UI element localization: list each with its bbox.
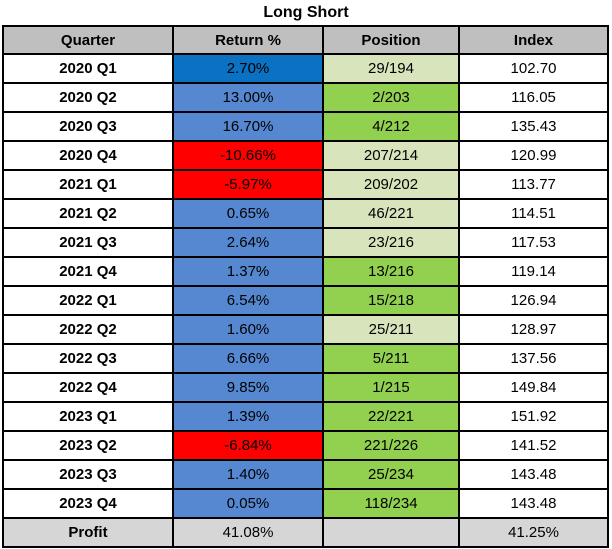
index-cell[interactable]: 119.14 (458, 256, 609, 287)
return-cell[interactable]: 1.39% (172, 401, 324, 432)
table-row: 2023 Q1 1.39% 22/221 151.92 (2, 401, 609, 432)
quarter-cell[interactable]: 2023 Q3 (2, 459, 174, 490)
table-row: 2021 Q3 2.64% 23/216 117.53 (2, 227, 609, 258)
table-row: 2022 Q3 6.66% 5/211 137.56 (2, 343, 609, 374)
return-cell[interactable]: 2.70% (172, 53, 324, 84)
position-cell[interactable]: 25/234 (322, 459, 460, 490)
quarter-cell[interactable]: 2021 Q2 (2, 198, 174, 229)
position-cell[interactable]: 23/216 (322, 227, 460, 258)
position-cell[interactable]: 29/194 (322, 53, 460, 84)
position-cell[interactable]: 13/216 (322, 256, 460, 287)
index-cell[interactable]: 128.97 (458, 314, 609, 345)
profit-position-cell[interactable] (322, 517, 460, 548)
return-cell[interactable]: 16.70% (172, 111, 324, 142)
return-cell[interactable]: 9.85% (172, 372, 324, 403)
return-cell[interactable]: 6.66% (172, 343, 324, 374)
return-cell[interactable]: 13.00% (172, 82, 324, 113)
quarter-cell[interactable]: 2020 Q3 (2, 111, 174, 142)
profit-row: Profit 41.08% 41.25% (2, 517, 609, 548)
quarter-cell[interactable]: 2021 Q3 (2, 227, 174, 258)
table-row: 2020 Q4 -10.66% 207/214 120.99 (2, 140, 609, 171)
quarter-cell[interactable]: 2023 Q2 (2, 430, 174, 461)
index-cell[interactable]: 113.77 (458, 169, 609, 200)
index-cell[interactable]: 116.05 (458, 82, 609, 113)
position-cell[interactable]: 2/203 (322, 82, 460, 113)
index-cell[interactable]: 149.84 (458, 372, 609, 403)
table-row: 2020 Q2 13.00% 2/203 116.05 (2, 82, 609, 113)
table-row: 2022 Q4 9.85% 1/215 149.84 (2, 372, 609, 403)
position-cell[interactable]: 4/212 (322, 111, 460, 142)
position-cell[interactable]: 46/221 (322, 198, 460, 229)
table-row: 2021 Q2 0.65% 46/221 114.51 (2, 198, 609, 229)
quarter-cell[interactable]: 2023 Q4 (2, 488, 174, 519)
table-row: 2022 Q2 1.60% 25/211 128.97 (2, 314, 609, 345)
index-cell[interactable]: 141.52 (458, 430, 609, 461)
position-cell[interactable]: 5/211 (322, 343, 460, 374)
quarter-cell[interactable]: 2022 Q3 (2, 343, 174, 374)
return-cell[interactable]: 6.54% (172, 285, 324, 316)
return-cell[interactable]: -10.66% (172, 140, 324, 171)
index-cell[interactable]: 114.51 (458, 198, 609, 229)
quarterly-returns-table: Quarter Return % Position Index 2020 Q1 2… (2, 25, 609, 548)
position-cell[interactable]: 25/211 (322, 314, 460, 345)
table-row: 2020 Q3 16.70% 4/212 135.43 (2, 111, 609, 142)
quarter-cell[interactable]: 2021 Q1 (2, 169, 174, 200)
return-cell[interactable]: 0.65% (172, 198, 324, 229)
quarter-cell[interactable]: 2021 Q4 (2, 256, 174, 287)
index-cell[interactable]: 143.48 (458, 459, 609, 490)
return-cell[interactable]: 0.05% (172, 488, 324, 519)
table-title[interactable]: Long Short (263, 3, 349, 21)
index-cell[interactable]: 143.48 (458, 488, 609, 519)
table-row: 2023 Q4 0.05% 118/234 143.48 (2, 488, 609, 519)
index-cell[interactable]: 120.99 (458, 140, 609, 171)
index-cell[interactable]: 126.94 (458, 285, 609, 316)
index-cell[interactable]: 151.92 (458, 401, 609, 432)
profit-return-cell[interactable]: 41.08% (172, 517, 324, 548)
position-cell[interactable]: 15/218 (322, 285, 460, 316)
table-row: 2021 Q4 1.37% 13/216 119.14 (2, 256, 609, 287)
table-row: 2022 Q1 6.54% 15/218 126.94 (2, 285, 609, 316)
return-cell[interactable]: 1.37% (172, 256, 324, 287)
index-cell[interactable]: 137.56 (458, 343, 609, 374)
return-cell[interactable]: -5.97% (172, 169, 324, 200)
position-cell[interactable]: 22/221 (322, 401, 460, 432)
position-cell[interactable]: 1/215 (322, 372, 460, 403)
position-cell[interactable]: 221/226 (322, 430, 460, 461)
index-cell[interactable]: 117.53 (458, 227, 609, 258)
index-cell[interactable]: 102.70 (458, 53, 609, 84)
table-row: 2023 Q3 1.40% 25/234 143.48 (2, 459, 609, 490)
table-row: 2021 Q1 -5.97% 209/202 113.77 (2, 169, 609, 200)
quarter-cell[interactable]: 2020 Q1 (2, 53, 174, 84)
position-cell[interactable]: 118/234 (322, 488, 460, 519)
index-cell[interactable]: 135.43 (458, 111, 609, 142)
quarter-cell[interactable]: 2020 Q4 (2, 140, 174, 171)
table-body: 2020 Q1 2.70% 29/194 102.70 2020 Q2 13.00% 2/2… (2, 53, 609, 519)
return-cell[interactable]: 1.60% (172, 314, 324, 345)
column-header-position[interactable]: Position (322, 25, 460, 55)
table-row: 2023 Q2 -6.84% 221/226 141.52 (2, 430, 609, 461)
quarter-cell[interactable]: 2022 Q2 (2, 314, 174, 345)
table-row: 2020 Q1 2.70% 29/194 102.70 (2, 53, 609, 84)
position-cell[interactable]: 209/202 (322, 169, 460, 200)
column-header-quarter[interactable]: Quarter (2, 25, 174, 55)
return-cell[interactable]: 1.40% (172, 459, 324, 490)
return-cell[interactable]: 2.64% (172, 227, 324, 258)
quarter-cell[interactable]: 2023 Q1 (2, 401, 174, 432)
column-header-index[interactable]: Index (458, 25, 609, 55)
position-cell[interactable]: 207/214 (322, 140, 460, 171)
quarter-cell[interactable]: 2022 Q1 (2, 285, 174, 316)
profit-index-cell[interactable]: 41.25% (458, 517, 609, 548)
quarter-cell[interactable]: 2022 Q4 (2, 372, 174, 403)
header-row: Quarter Return % Position Index (2, 25, 609, 55)
column-header-return[interactable]: Return % (172, 25, 324, 55)
return-cell[interactable]: -6.84% (172, 430, 324, 461)
quarter-cell[interactable]: 2020 Q2 (2, 82, 174, 113)
profit-label-cell[interactable]: Profit (2, 517, 174, 548)
